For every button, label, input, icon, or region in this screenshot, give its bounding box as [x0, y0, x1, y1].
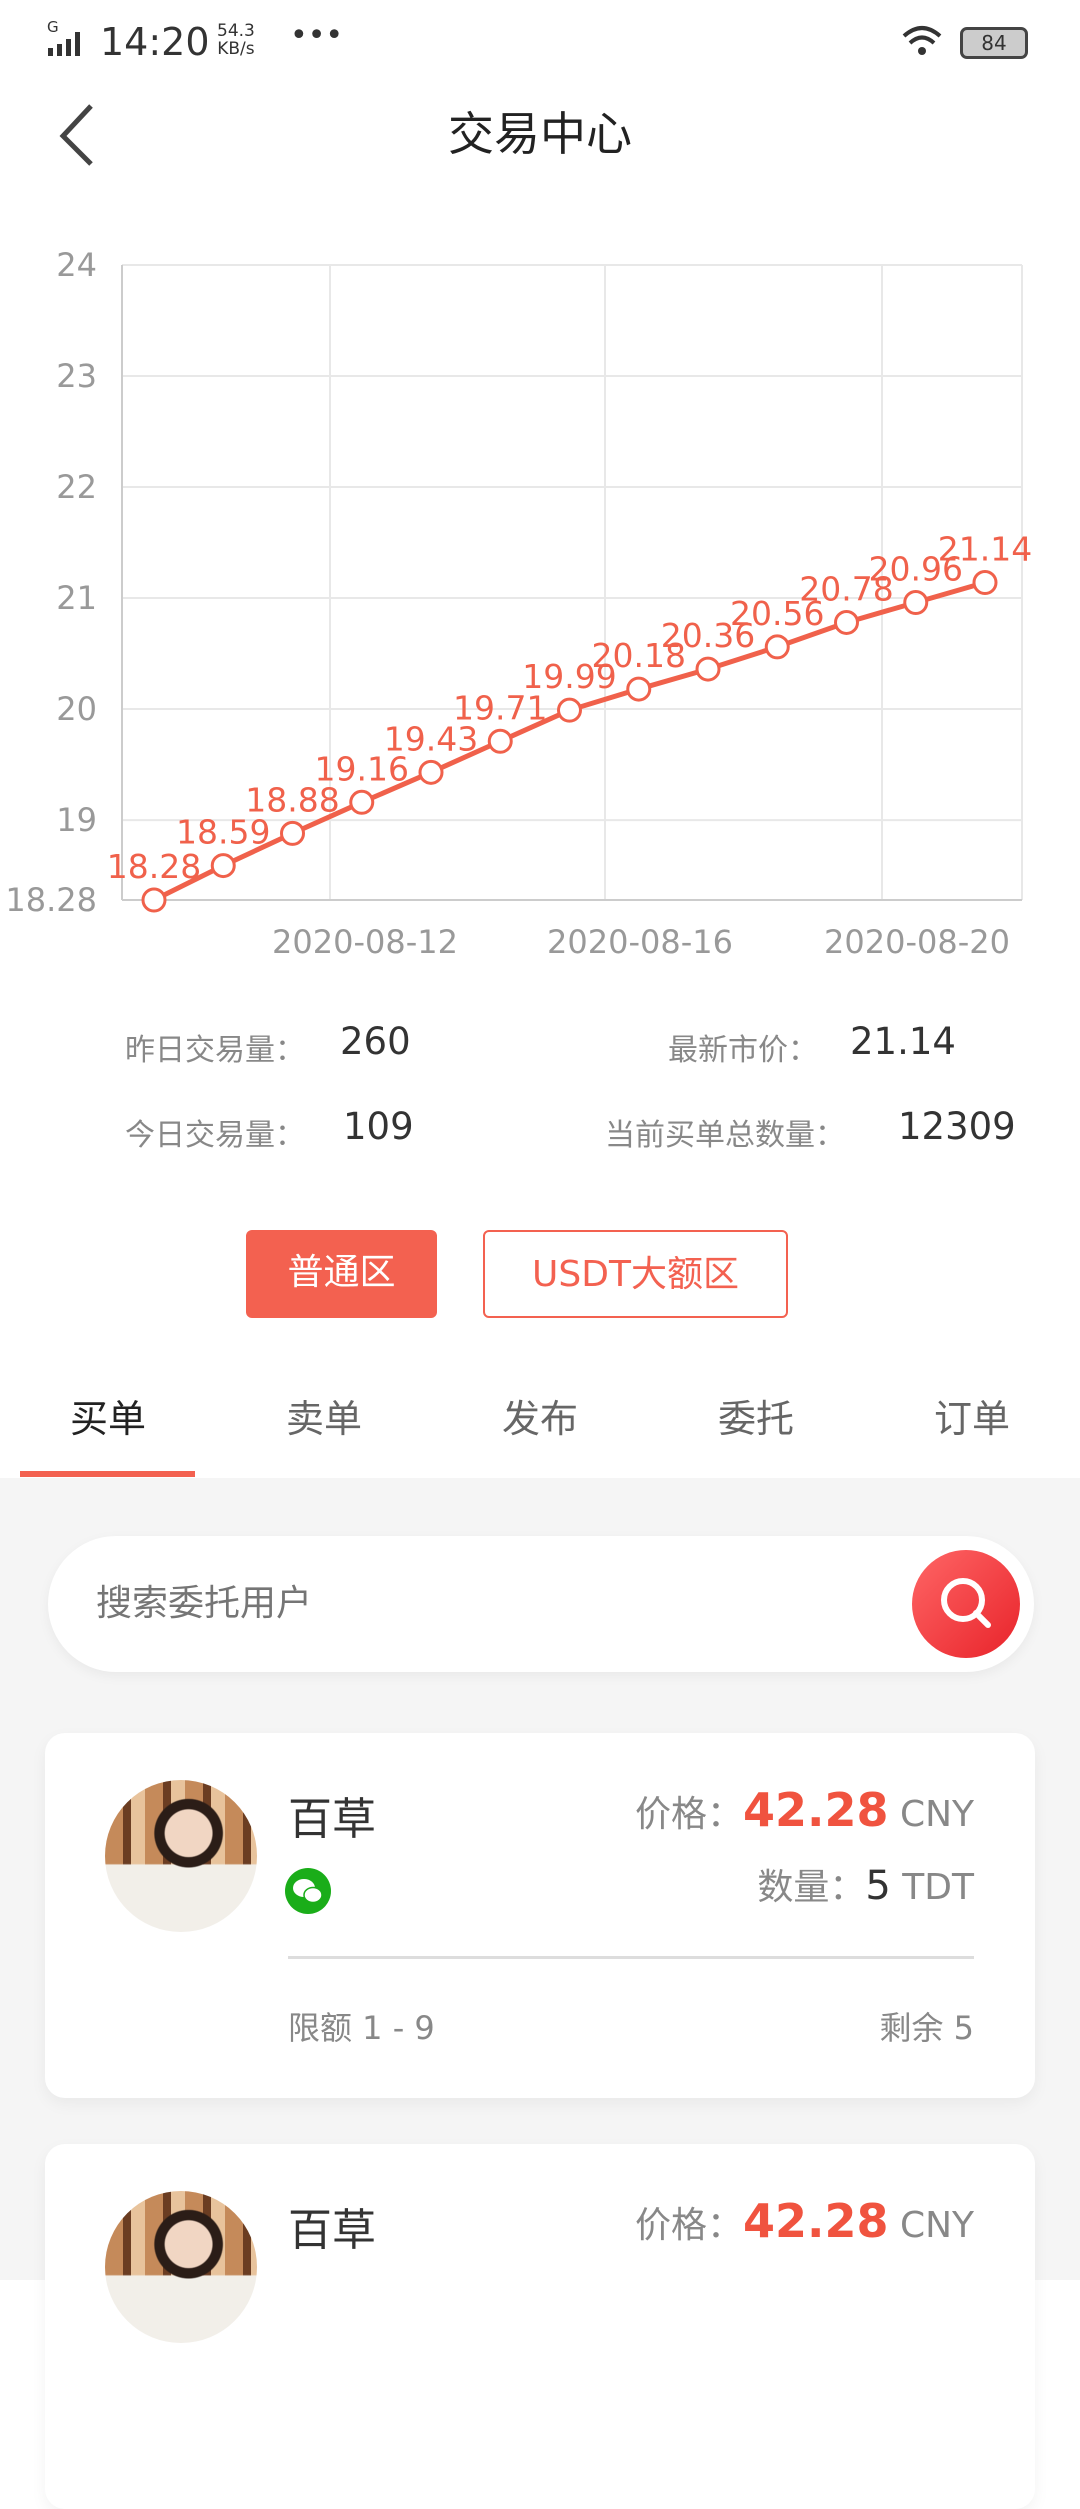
wechat-icon	[285, 1868, 331, 1914]
buy-total-value: 12309	[898, 1105, 1016, 1148]
price-value: 42.28	[742, 1783, 889, 1837]
tab-sell-orders[interactable]: 卖单	[285, 1397, 362, 1441]
y-tick-label: 19	[56, 801, 97, 839]
quantity-value: 5	[865, 1863, 891, 1909]
battery-icon: 84	[960, 27, 1028, 59]
x-tick-label: 2020-08-12	[272, 923, 458, 961]
order-card[interactable]: 百草 价格：42.28 CNY	[45, 2144, 1035, 2509]
buy-total-label: 当前买单总数量：	[605, 1118, 845, 1153]
wifi-icon	[902, 26, 942, 55]
signal-icon: G	[47, 18, 80, 56]
y-tick-label: 21	[56, 579, 97, 617]
avatar	[105, 2191, 257, 2343]
tab-entrust[interactable]: 委托	[717, 1397, 794, 1441]
svg-text:G: G	[47, 18, 59, 36]
divider	[288, 1956, 974, 1959]
y-tick-label: 20	[56, 690, 97, 728]
tab-buy-orders[interactable]: 买单	[69, 1397, 146, 1441]
data-label: 20.36	[661, 616, 755, 655]
data-label: 18.28	[107, 847, 201, 886]
latest-price-value: 21.14	[850, 1020, 956, 1063]
data-point	[141, 887, 167, 913]
quantity-label: 数量：	[757, 1867, 866, 1908]
search-button[interactable]	[912, 1550, 1020, 1658]
data-point	[972, 570, 998, 595]
user-name: 百草	[288, 2205, 376, 2256]
clock: 14:20	[100, 20, 210, 64]
data-label: 21.14	[938, 530, 1032, 569]
more-notifications-icon: •••	[290, 18, 344, 53]
data-point	[903, 589, 929, 615]
page-title: 交易中心	[448, 107, 632, 161]
price-unit: CNY	[899, 2205, 974, 2246]
data-label: 19.99	[522, 657, 616, 696]
remaining: 剩余 5	[879, 2009, 974, 2047]
user-name: 百草	[288, 1794, 376, 1845]
x-tick-label: 2020-08-20	[824, 923, 1010, 961]
data-point	[349, 789, 375, 815]
data-label: 19.71	[453, 688, 547, 727]
normal-zone-button[interactable]: 普通区	[246, 1230, 437, 1318]
today-volume-value: 109	[343, 1105, 414, 1148]
price: 价格：42.28 CNY	[635, 1783, 974, 1837]
data-label: 20.56	[730, 594, 824, 633]
latest-price-label: 最新市价：	[668, 1033, 818, 1068]
data-label: 20.18	[592, 636, 686, 675]
data-point	[280, 820, 305, 846]
data-label: 19.16	[315, 749, 409, 788]
price-label: 价格：	[634, 2205, 743, 2246]
chevron-left-icon	[59, 104, 93, 166]
speed-unit: KB/s	[217, 39, 255, 59]
status-bar: G 14:20 54.3 KB/s ••• 84	[0, 0, 1080, 80]
price: 价格：42.28 CNY	[635, 2194, 974, 2248]
data-point	[764, 634, 790, 660]
usdt-zone-button[interactable]: USDT大额区	[483, 1230, 788, 1318]
y-tick-label: 23	[56, 357, 97, 395]
price-unit: CNY	[899, 1794, 974, 1835]
data-label: 20.96	[869, 549, 963, 588]
search-bar	[48, 1536, 1034, 1672]
price-label: 价格：	[634, 1794, 743, 1835]
yesterday-volume-value: 260	[340, 1020, 411, 1063]
data-label: 18.88	[245, 780, 339, 819]
y-tick-label: 18.28	[5, 881, 97, 919]
data-point	[557, 697, 582, 723]
price-value: 42.28	[742, 2194, 889, 2248]
data-label: 18.59	[176, 813, 270, 852]
tab-publish[interactable]: 发布	[501, 1397, 578, 1441]
price-line-chart: 18.28 19 20 21 22 23 24 2020-08-12 2020-08-16 202…	[5, 246, 1032, 961]
quantity-unit: TDT	[902, 1867, 974, 1908]
data-point	[487, 728, 513, 754]
back-button[interactable]	[55, 100, 115, 170]
order-card[interactable]: 百草 价格：42.28 CNY 数量：5 TDT 限额 1 - 9 剩余 5	[45, 1733, 1035, 2098]
search-input[interactable]	[96, 1536, 896, 1672]
today-volume-label: 今日交易量：	[125, 1118, 305, 1153]
data-label: 20.78	[799, 569, 893, 608]
quantity: 数量：5 TDT	[757, 1858, 974, 1910]
search-icon	[941, 1578, 991, 1628]
data-label: 19.43	[384, 719, 478, 758]
avatar	[105, 1780, 257, 1932]
limit: 限额 1 - 9	[288, 2009, 435, 2047]
data-point	[834, 609, 859, 635]
network-speed: 54.3 KB/s	[217, 22, 255, 58]
y-tick-label: 24	[56, 246, 97, 284]
series-line	[152, 580, 986, 903]
x-tick-label: 2020-08-16	[547, 923, 733, 961]
tab-orders[interactable]: 订单	[933, 1397, 1010, 1441]
y-tick-label: 22	[56, 468, 97, 506]
data-point	[695, 656, 721, 682]
active-tab-indicator	[20, 1471, 195, 1477]
data-point	[210, 853, 236, 879]
speed-value: 54.3	[217, 21, 255, 41]
data-point	[418, 759, 444, 785]
yesterday-volume-label: 昨日交易量：	[125, 1033, 305, 1068]
data-point	[626, 676, 652, 702]
